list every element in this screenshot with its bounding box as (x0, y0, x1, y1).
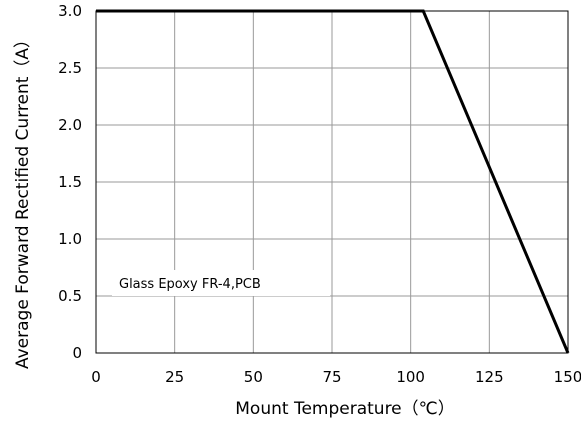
y-tick-label: 2.0 (58, 116, 82, 134)
x-tick-label: 25 (165, 368, 184, 386)
x-tick-label: 150 (554, 368, 581, 386)
y-axis-title: Average Forward Rectified Current（A） (13, 31, 33, 369)
annotation-background (112, 270, 330, 296)
y-tick-label: 1.0 (58, 230, 82, 248)
y-tick-label: 3.0 (58, 2, 82, 20)
x-tick-label: 0 (91, 368, 101, 386)
y-tick-label: 2.5 (58, 59, 82, 77)
y-tick-labels: 0 0.5 1.0 1.5 2.0 2.5 3.0 (58, 2, 82, 362)
x-tick-label: 125 (475, 368, 504, 386)
x-tick-label: 75 (322, 368, 341, 386)
annotation-box: Glass Epoxy FR-4,PCB (112, 270, 330, 296)
y-tick-label: 0.5 (58, 287, 82, 305)
x-tick-label: 50 (244, 368, 263, 386)
x-tick-label: 100 (396, 368, 425, 386)
y-tick-label: 0 (72, 344, 82, 362)
series-line (96, 9, 570, 354)
x-axis-title: Mount Temperature（℃） (235, 399, 454, 419)
y-tick-label: 1.5 (58, 173, 82, 191)
annotation-text: Glass Epoxy FR-4,PCB (119, 277, 261, 292)
x-tick-labels: 0 25 50 75 100 125 150 (91, 368, 581, 386)
